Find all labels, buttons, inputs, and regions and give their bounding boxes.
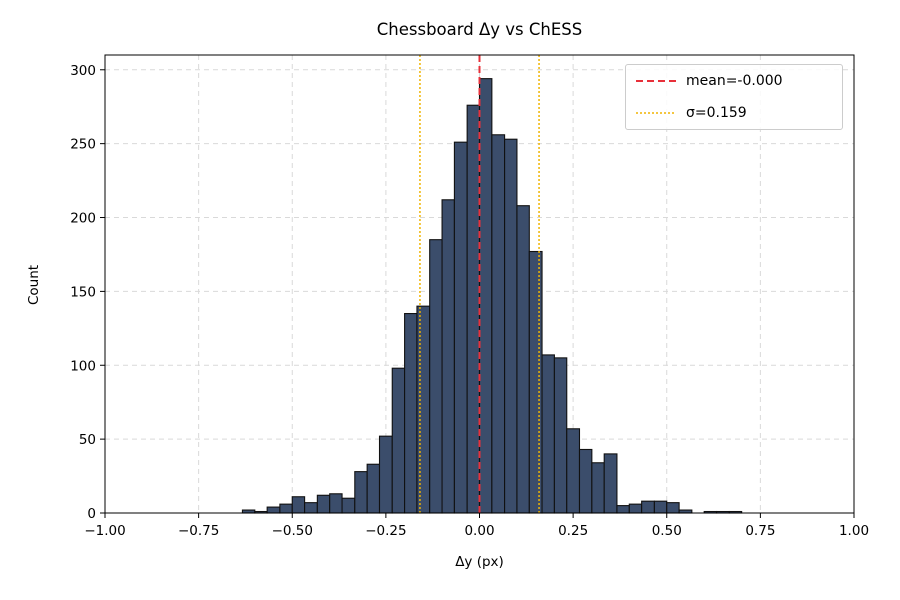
histogram-bar [304, 502, 318, 514]
histogram-bar [354, 471, 368, 514]
histogram-bar [591, 462, 605, 514]
x-tick-label: 0.50 [652, 523, 682, 539]
legend-item-mean: mean=-0.000 [636, 69, 783, 93]
x-tick-label: −0.75 [178, 523, 219, 539]
histogram-bar [578, 448, 593, 514]
chart-title: Chessboard Δy vs ChESS [376, 20, 583, 39]
y-tick-label: 50 [79, 432, 96, 448]
histogram-bar [616, 505, 630, 514]
x-tick-label: 0.25 [558, 523, 588, 539]
histogram-bar [416, 305, 431, 514]
x-tick-label: 0.00 [464, 523, 494, 539]
histogram-bar [504, 138, 518, 514]
histogram-bar [391, 367, 406, 514]
histogram-bar [566, 428, 581, 514]
histogram-bar [516, 205, 530, 514]
x-tick-label: −0.25 [365, 523, 406, 539]
histogram-bar [603, 453, 618, 514]
histogram-bar [329, 493, 343, 514]
histogram-bar [466, 104, 481, 514]
x-tick-label: −1.00 [84, 523, 125, 539]
y-tick-label: 0 [87, 506, 96, 522]
reference-lines [419, 55, 540, 513]
histogram-bar [491, 134, 506, 514]
histogram-bar [628, 503, 643, 514]
histogram-bar [291, 496, 306, 514]
y-axis-label: Count [26, 264, 42, 306]
histogram-bar [453, 141, 468, 514]
histogram-bar [478, 78, 493, 514]
dotted-line-swatch [636, 112, 676, 114]
histogram-bar [279, 503, 293, 514]
legend-item-sigma: σ=0.159 [636, 101, 747, 125]
x-axis-label: Δy (px) [455, 554, 504, 570]
histogram-bar [366, 463, 381, 514]
histogram-bar [541, 354, 555, 514]
x-tick-label: −0.50 [272, 523, 313, 539]
histogram-bar [441, 199, 455, 514]
histogram-bar [341, 497, 356, 514]
x-tick-label: 1.00 [839, 523, 869, 539]
histogram-bar [316, 494, 331, 514]
y-tick-label: 100 [70, 358, 96, 374]
legend-label-sigma: σ=0.159 [686, 105, 747, 121]
histogram-bar [404, 312, 418, 514]
y-tick-label: 150 [70, 284, 96, 300]
legend: mean=-0.000 σ=0.159 [625, 64, 843, 130]
histogram-bar [378, 435, 393, 514]
histogram-bar [266, 506, 281, 514]
y-tick-label: 300 [70, 63, 96, 79]
y-tick-label: 250 [70, 137, 96, 153]
histogram-bar [429, 239, 443, 514]
histogram-bar [528, 250, 543, 514]
dashed-line-swatch [636, 80, 676, 82]
axis-ticks: −1.00 −0.75 −0.50 −0.25 0.00 0.25 0.50 0.75 1.00… [70, 63, 869, 539]
histogram-bar [666, 502, 680, 514]
histogram-bar [553, 357, 568, 514]
x-tick-label: 0.75 [745, 523, 775, 539]
legend-label-mean: mean=-0.000 [686, 73, 783, 89]
y-tick-label: 200 [70, 211, 96, 227]
histogram-bar [653, 500, 668, 514]
histogram-bar [641, 500, 655, 514]
